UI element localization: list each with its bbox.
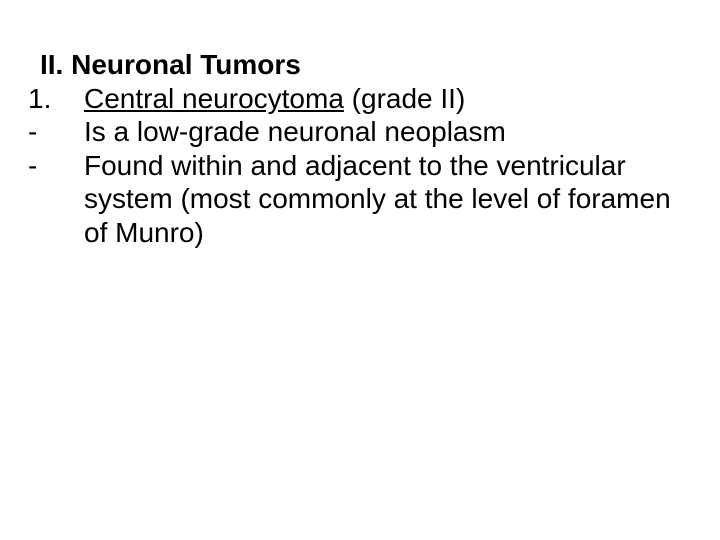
section-heading: II. Neuronal Tumors [28,48,692,82]
list-marker-dash: - [28,115,84,149]
list-item: - Is a low-grade neuronal neoplasm [28,115,692,149]
list-content: Central neurocytoma (grade II) [84,82,692,116]
content-underlined: Central neurocytoma [84,83,344,114]
list-item: 1. Central neurocytoma (grade II) [28,82,692,116]
list-content: Found within and adjacent to the ventric… [84,149,692,250]
list-marker-dash: - [28,149,84,183]
content-posttext: (grade II) [344,83,465,114]
list-marker-number: 1. [28,82,84,116]
list-item: - Found within and adjacent to the ventr… [28,149,692,250]
list-content: Is a low-grade neuronal neoplasm [84,115,692,149]
